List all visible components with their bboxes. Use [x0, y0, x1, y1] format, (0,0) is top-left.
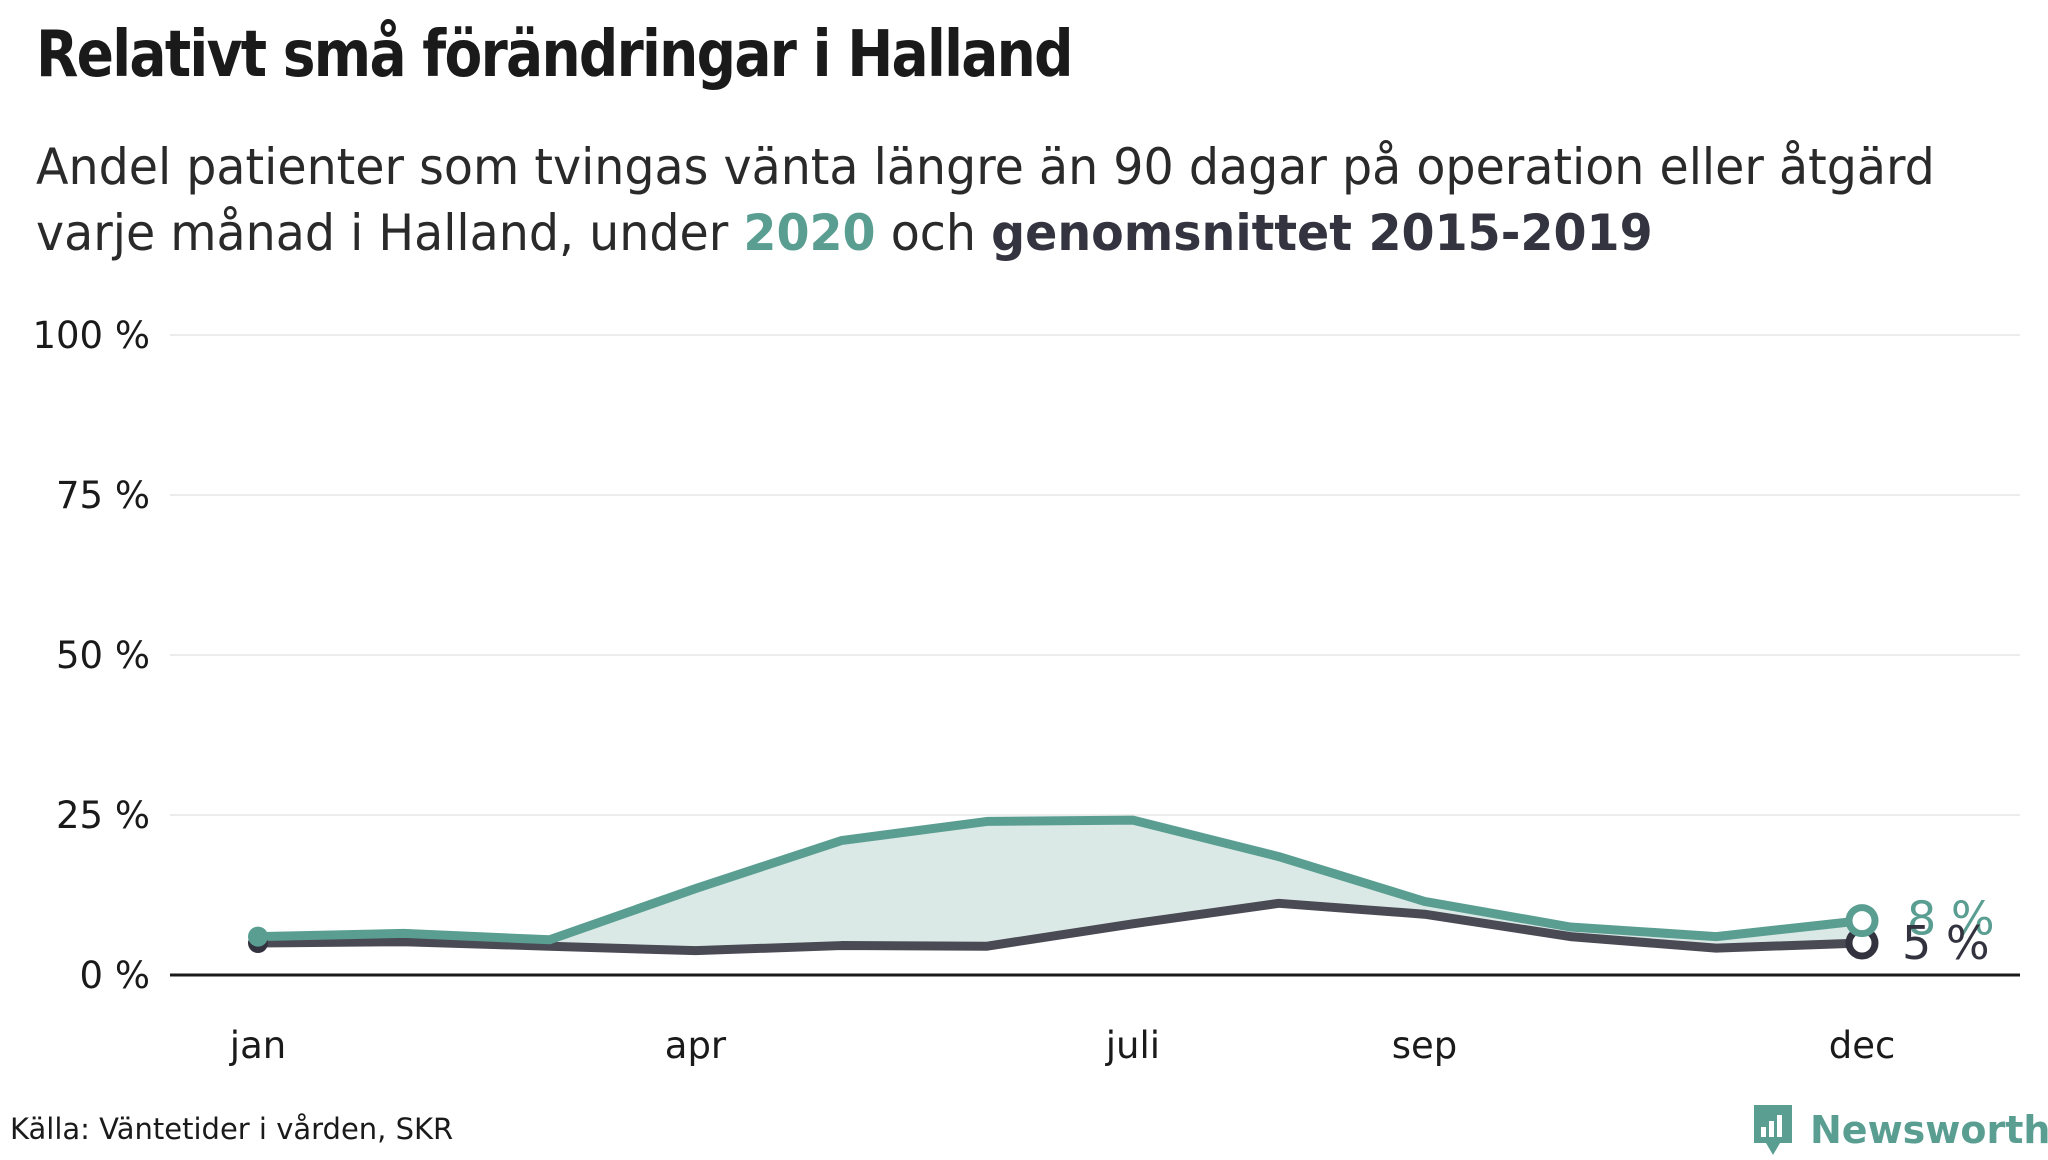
line-chart: 0 % 25 % 50 % 75 % 100 % jan apr juli sep dec 8 %5…	[32, 314, 2020, 1067]
brand-name: Newsworthy	[1810, 1108, 2048, 1152]
y-tick-label: 75 %	[56, 474, 150, 517]
newsworthy-logo-icon	[1754, 1105, 1792, 1155]
y-tick-label: 0 %	[80, 954, 150, 997]
x-tick-label: dec	[1829, 1024, 1896, 1067]
series-line-average	[253, 898, 1867, 956]
source-note: Källa: Väntetider i vården, SKR	[10, 1112, 454, 1146]
chart-subtitle: Andel patienter som tvingas vänta längre…	[36, 134, 1946, 266]
subtitle-line2-middle: och	[875, 204, 992, 262]
x-tick-label: jan	[229, 1024, 286, 1067]
subtitle-line2-start: varje månad i Halland, under	[36, 204, 744, 262]
chart-title: Relativt små förändringar i Halland	[36, 18, 1074, 92]
x-tick-label: apr	[665, 1024, 727, 1067]
end-label-average: 5 %	[1902, 916, 1990, 970]
y-tick-label: 50 %	[56, 634, 150, 677]
brand-logo: Newsworthy	[1750, 1100, 2048, 1160]
x-tick-label: sep	[1392, 1024, 1458, 1067]
y-tick-label: 25 %	[56, 794, 150, 837]
end-label-2020: 8 %	[1907, 892, 1995, 946]
series-line-2020	[253, 815, 1867, 945]
x-tick-label: juli	[1105, 1024, 1160, 1067]
y-tick-label: 100 %	[32, 314, 150, 357]
subtitle-series-2020: 2020	[743, 204, 876, 262]
start-point-2020	[248, 926, 268, 947]
end-point-2020	[1845, 904, 1879, 938]
subtitle-series-average: genomsnittet 2015-2019	[991, 204, 1653, 262]
subtitle-line1: Andel patienter som tvingas vänta längre…	[36, 138, 1935, 196]
